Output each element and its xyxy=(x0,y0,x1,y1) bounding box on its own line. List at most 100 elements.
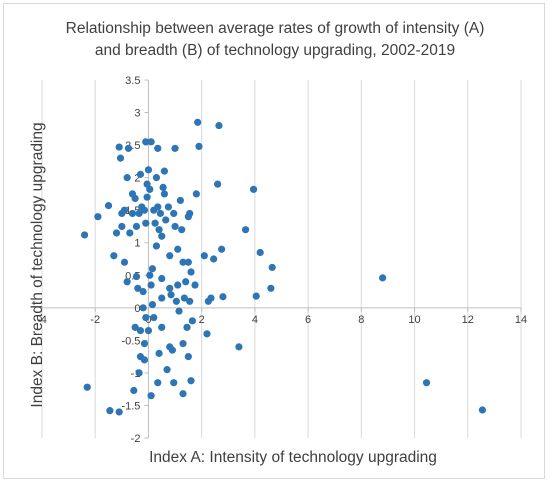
x-tick-label: -2 xyxy=(90,314,100,326)
scatter-point xyxy=(140,206,149,214)
scatter-point xyxy=(135,209,143,218)
x-tick-label: 14 xyxy=(515,314,527,326)
scatter-point xyxy=(142,313,150,322)
scatter-point xyxy=(187,377,195,385)
scatter-point xyxy=(131,323,139,331)
scatter-point xyxy=(187,268,195,276)
scatter-point xyxy=(219,293,227,301)
scatter-point xyxy=(142,219,150,227)
scatter-point xyxy=(143,193,151,201)
scatter-point xyxy=(195,142,203,150)
scatter-point xyxy=(379,274,387,282)
scatter-point xyxy=(179,258,187,266)
scatter-point xyxy=(267,284,275,292)
scatter-point xyxy=(139,304,147,312)
scatter-point xyxy=(115,143,123,151)
scatter-point xyxy=(131,194,139,203)
scatter-point xyxy=(478,406,487,414)
scatter-point xyxy=(183,323,191,331)
chart-frame: Relationship between average rates of gr… xyxy=(3,3,545,479)
scatter-point xyxy=(249,185,258,193)
scatter-point xyxy=(136,327,145,335)
scatter-point xyxy=(171,144,179,152)
gridlines xyxy=(41,80,522,438)
scatter-point xyxy=(147,138,155,146)
scatter-point xyxy=(118,222,126,231)
scatter-point xyxy=(186,209,194,218)
scatter-point xyxy=(94,213,102,221)
scatter-point xyxy=(171,222,179,231)
scatter-point xyxy=(184,353,192,361)
scatter-point xyxy=(241,226,250,234)
scatter-point xyxy=(154,203,162,211)
x-tick-label: 4 xyxy=(252,314,258,326)
x-tick-label: 10 xyxy=(408,314,420,326)
scatter-point xyxy=(152,242,161,250)
scatter-point xyxy=(210,255,218,263)
scatter-point xyxy=(151,219,159,227)
scatter-point xyxy=(178,226,186,234)
scatter-point xyxy=(218,245,226,253)
scatter-point xyxy=(142,138,150,146)
tick-labels: -4-202468101214-2-1.5-1-0.500.511.522.53… xyxy=(37,75,527,445)
scatter-point xyxy=(110,252,118,260)
scatter-point xyxy=(147,281,155,289)
x-tick-label: 2 xyxy=(199,314,205,326)
y-tick-label: 2 xyxy=(134,173,140,185)
scatter-point xyxy=(130,386,138,395)
scatter-point xyxy=(112,229,121,237)
scatter-point xyxy=(154,144,162,152)
y-tick-label: 3.5 xyxy=(125,75,140,87)
scatter-point xyxy=(166,284,174,292)
scatter-point xyxy=(184,258,192,266)
scatter-point xyxy=(176,196,184,205)
scatter-point xyxy=(174,245,182,253)
scatter-point xyxy=(140,340,149,348)
scatter-point xyxy=(179,340,187,348)
scatter-point xyxy=(422,379,431,387)
scatter-point xyxy=(155,349,163,357)
scatter-point xyxy=(180,294,188,302)
scatter-point xyxy=(132,222,141,231)
scatter-point xyxy=(159,183,167,191)
x-tick-label: 12 xyxy=(462,314,474,326)
scatter-point xyxy=(207,294,215,302)
scatter-point xyxy=(163,366,171,374)
scatter-point xyxy=(268,263,276,272)
scatter-point xyxy=(162,216,170,224)
scatter-point xyxy=(144,166,153,174)
scatter-point xyxy=(160,190,169,198)
scatter-point xyxy=(132,272,141,281)
scatter-point xyxy=(164,203,173,211)
scatter-point xyxy=(166,252,174,260)
scatter-point xyxy=(124,144,133,152)
scatter-point xyxy=(104,202,113,210)
scatter-point xyxy=(235,343,243,351)
scatter-point xyxy=(146,271,154,279)
scatter-point xyxy=(123,278,131,286)
scatter-point xyxy=(170,379,178,387)
scatter-point xyxy=(158,232,166,240)
scatter-point xyxy=(214,180,222,188)
scatter-point xyxy=(136,170,145,178)
scatter-point xyxy=(192,190,200,198)
scatter-point xyxy=(156,209,165,218)
scatter-point xyxy=(116,154,125,162)
scatter-point xyxy=(179,390,187,398)
scatter-point xyxy=(139,287,147,296)
scatter-point xyxy=(175,307,183,315)
scatter-point xyxy=(106,407,114,415)
y-tick-label: -1 xyxy=(131,368,141,380)
scatter-point xyxy=(252,292,260,300)
scatter-point xyxy=(120,258,129,266)
scatter-point xyxy=(158,274,166,283)
scatter-point xyxy=(80,231,89,239)
x-tick-label: 8 xyxy=(358,314,364,326)
chart-title-line-1: Relationship between average rates of gr… xyxy=(66,20,485,37)
scatter-point xyxy=(200,252,208,260)
scatter-point xyxy=(148,300,157,309)
scatter-point xyxy=(144,327,153,335)
x-tick-label: -4 xyxy=(37,314,47,326)
scatter-point xyxy=(174,281,182,289)
scatter-point xyxy=(167,291,175,299)
